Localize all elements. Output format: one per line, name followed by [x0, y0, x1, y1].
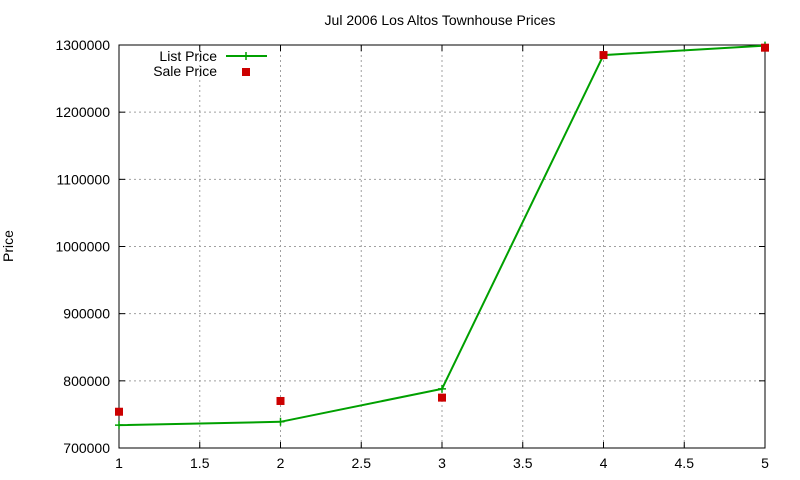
list-price-marker	[276, 417, 285, 426]
x-tick-label: 3	[438, 455, 446, 471]
legend-sale-marker	[242, 68, 250, 76]
list-price-marker	[115, 421, 123, 430]
x-tick-label: 1.5	[190, 455, 210, 471]
sale-price-marker	[438, 393, 446, 402]
y-tick-label: 1100000	[57, 171, 111, 187]
y-tick-label: 1300000	[55, 37, 110, 53]
sale-price-marker	[276, 396, 285, 405]
y-tick-label: 800000	[63, 373, 110, 389]
list-price-marker	[438, 384, 446, 393]
y-tick-label: 700000	[63, 440, 110, 456]
sale-price-marker	[599, 51, 608, 60]
y-tick-label: 900000	[63, 306, 110, 322]
x-tick-label: 1	[115, 455, 123, 471]
x-tick-label: 2	[277, 455, 285, 471]
x-tick-label: 3.5	[513, 455, 533, 471]
plot-border	[118, 44, 766, 449]
chart-title: Jul 2006 Los Altos Townhouse Prices	[324, 12, 556, 28]
sale-price-marker	[115, 407, 123, 416]
legend-list-label: List Price	[159, 48, 217, 64]
y-tick-label: 1200000	[55, 104, 110, 120]
x-tick-label: 2.5	[352, 455, 372, 471]
legend-sale-label: Sale Price	[153, 63, 217, 79]
sale-price-marker	[761, 43, 769, 52]
x-tick-label: 4	[600, 455, 608, 471]
legend-list-marker	[242, 52, 250, 60]
x-tick-label: 4.5	[675, 455, 695, 471]
y-tick-label: 1000000	[55, 239, 110, 255]
x-tick-label: 5	[761, 455, 769, 471]
